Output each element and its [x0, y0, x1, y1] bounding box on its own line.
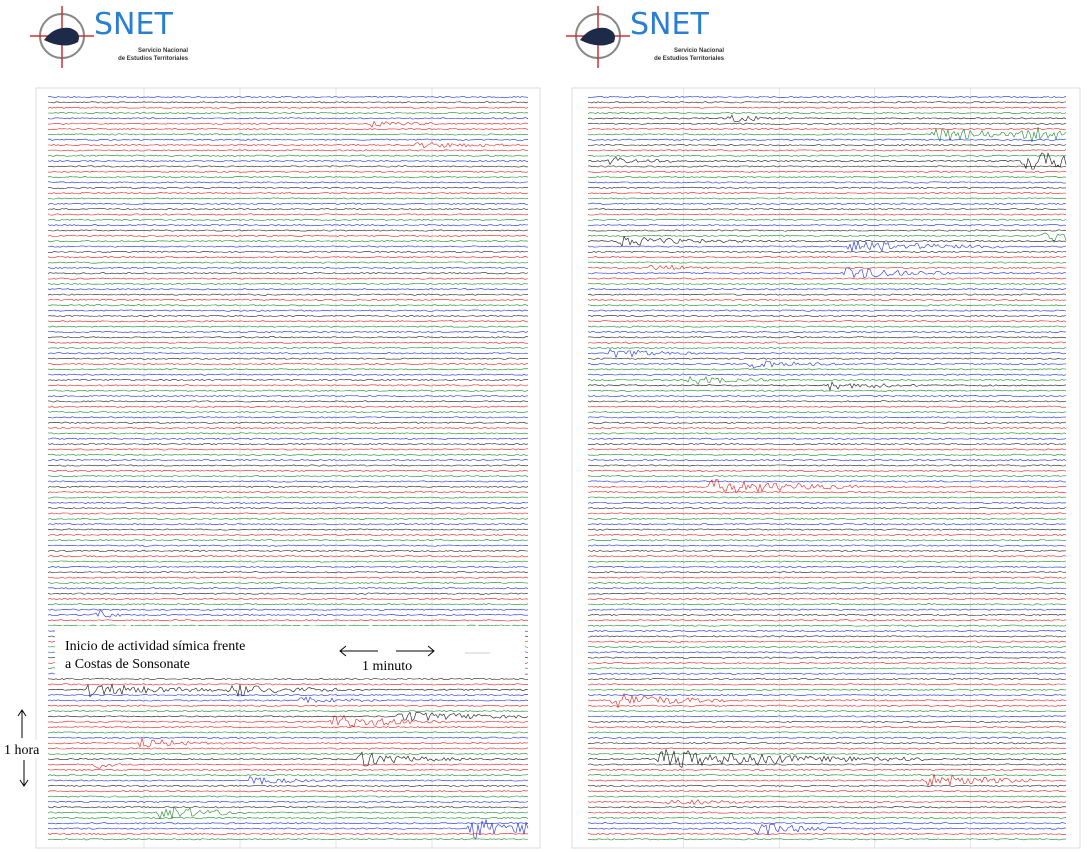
logo-subtitle: Servicio Nacional — [138, 48, 188, 54]
logo-subtitle: de Estudios Territoriales — [118, 56, 189, 62]
annotation: Inicio de actividad símica frente — [65, 639, 245, 654]
annotation: 1 hora — [4, 743, 40, 758]
annotation: 1 minuto — [362, 659, 412, 674]
annotation: a Costas de Sonsonate — [65, 657, 190, 672]
background — [0, 0, 1090, 852]
logo-name: SNET — [630, 7, 709, 42]
page: SNET Servicio Nacional de Estudios Terri… — [0, 0, 1090, 852]
logo-subtitle: Servicio Nacional — [674, 48, 724, 54]
logo-subtitle: de Estudios Territoriales — [654, 56, 725, 62]
logo-name: SNET — [94, 7, 173, 42]
